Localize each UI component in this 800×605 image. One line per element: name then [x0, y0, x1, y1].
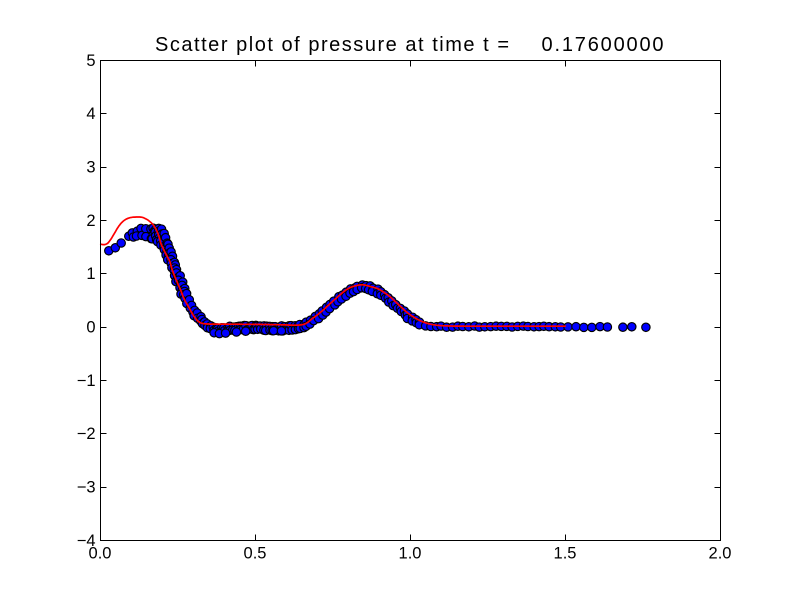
svg-text:Scatter plot of pressure at ti: Scatter plot of pressure at time t =	[155, 34, 509, 56]
svg-text:2: 2	[86, 212, 95, 230]
svg-text:4: 4	[86, 105, 95, 123]
svg-text:2.0: 2.0	[709, 545, 732, 563]
svg-text:−2: −2	[77, 425, 96, 443]
svg-text:0: 0	[86, 319, 95, 337]
svg-text:−1: −1	[77, 372, 96, 390]
svg-text:1.5: 1.5	[554, 545, 577, 563]
svg-text:−4: −4	[77, 532, 96, 550]
svg-text:1: 1	[86, 265, 95, 283]
svg-text:0.0: 0.0	[89, 545, 112, 563]
svg-text:0.5: 0.5	[244, 545, 267, 563]
svg-text:−3: −3	[77, 479, 96, 497]
svg-text:1.0: 1.0	[399, 545, 422, 563]
svg-text:5: 5	[86, 52, 95, 70]
svg-text:3: 3	[86, 159, 95, 177]
svg-text:0.17600000: 0.17600000	[542, 34, 664, 56]
